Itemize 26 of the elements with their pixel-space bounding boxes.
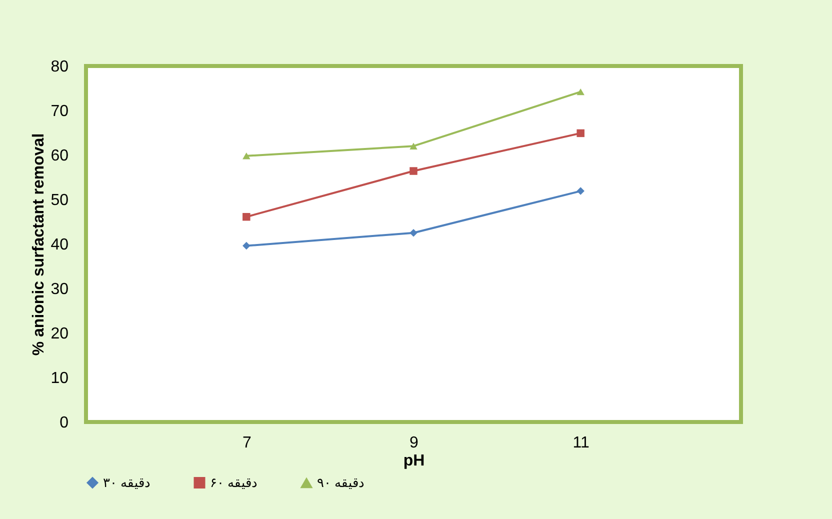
y-tick-label: 80	[50, 58, 69, 76]
point	[410, 167, 418, 175]
x-tick-label: 9	[410, 434, 419, 452]
x-tick-label: 11	[572, 434, 590, 452]
y-axis-title: % anionic surfactant removal	[30, 133, 48, 356]
y-tick-label: 30	[50, 281, 69, 298]
y-tick-label: 0	[60, 414, 69, 432]
point	[242, 242, 250, 250]
x-tick-label: 7	[242, 434, 252, 452]
point	[410, 229, 418, 237]
y-tick-label: 50	[50, 192, 69, 209]
legend-label: ۶۰ دقیقه	[210, 474, 258, 490]
point	[576, 187, 584, 195]
point	[410, 142, 418, 150]
legend-label: ۳۰ دقیقه	[103, 474, 151, 490]
y-tick-label: 60	[50, 148, 69, 164]
y-tick-label: 20	[50, 326, 69, 342]
point	[242, 152, 250, 160]
point	[576, 129, 584, 138]
y-tick-label: 40	[50, 236, 69, 254]
x-axis-title: pH	[403, 452, 425, 470]
point	[242, 212, 250, 221]
point	[576, 88, 584, 96]
y-tick-label: 10	[50, 370, 69, 387]
y-tick-label: 70	[50, 103, 69, 120]
legend-label: ۹۰ دقیقه	[317, 475, 365, 490]
